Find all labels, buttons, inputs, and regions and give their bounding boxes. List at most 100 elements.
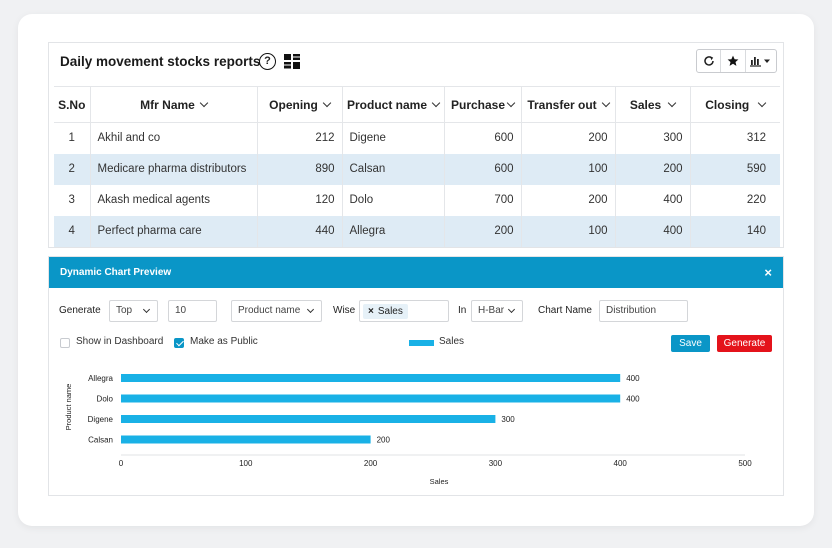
cell-closing: 312 bbox=[746, 132, 766, 145]
cell-mfr-name: Medicare pharma distributors bbox=[90, 153, 258, 185]
field-select[interactable]: Product name bbox=[231, 300, 322, 322]
data-label: 400 bbox=[626, 395, 640, 404]
cell-sno: 4 bbox=[54, 215, 91, 247]
cell-mfr-name: Perfect pharma care bbox=[90, 215, 258, 247]
selected-tag: × Sales bbox=[363, 304, 408, 319]
x-tick-label: 500 bbox=[738, 459, 752, 468]
generate-button[interactable]: Generate bbox=[717, 335, 772, 352]
column-header-mfr-name[interactable]: Mfr Name bbox=[90, 86, 258, 123]
legend-swatch bbox=[409, 340, 434, 346]
chart-name-input[interactable]: Distribution bbox=[599, 300, 688, 322]
cell-sales: 300 bbox=[615, 122, 691, 154]
column-header-sno[interactable]: S.No bbox=[54, 86, 91, 123]
bar bbox=[121, 435, 371, 444]
help-icon[interactable]: ? bbox=[259, 53, 276, 70]
data-label: 300 bbox=[501, 415, 515, 424]
cell-product-name: Calsan bbox=[342, 153, 445, 185]
remove-tag-icon[interactable]: × bbox=[368, 306, 374, 317]
cell-product-name: Digene bbox=[342, 122, 445, 154]
make-public-checkbox[interactable] bbox=[174, 338, 184, 348]
cell-opening: 120 bbox=[257, 184, 343, 216]
preview-title: Dynamic Chart Preview bbox=[60, 267, 172, 278]
generate-label: Generate bbox=[59, 305, 101, 316]
chart-options-row: Show in Dashboard Make as Public Sales S… bbox=[49, 335, 783, 352]
show-dashboard-checkbox[interactable] bbox=[60, 338, 70, 348]
column-header-sales[interactable]: Sales bbox=[615, 86, 691, 123]
cell-closing: 590 bbox=[690, 153, 780, 185]
layout-grid-icon[interactable] bbox=[284, 54, 300, 69]
chart-type-select[interactable]: H-Bar bbox=[471, 300, 523, 322]
wise-multiselect[interactable]: × Sales bbox=[359, 300, 449, 322]
table-row[interactable]: 1 Akhil and co 212 Digene 600 200 300 31… bbox=[54, 122, 780, 154]
y-axis-label: Product name bbox=[64, 384, 73, 431]
y-tick-label: Dolo bbox=[97, 395, 114, 404]
chevron-down-icon bbox=[601, 98, 610, 107]
column-header-product-name[interactable]: Product name bbox=[342, 86, 445, 123]
cell-mfr-name: Akhil and co bbox=[90, 122, 258, 154]
sales-bar-chart: Allegra 400 Dolo 400 Digene 300 Calsan 200 0 100 2… bbox=[64, 374, 752, 486]
refresh-button[interactable] bbox=[697, 50, 721, 72]
chevron-down-icon bbox=[322, 98, 332, 107]
cell-sales: 400 bbox=[615, 215, 691, 247]
table-row[interactable]: 3 Akash medical agents 120 Dolo 700 200 … bbox=[54, 184, 780, 216]
cell-closing: 220 bbox=[746, 194, 766, 206]
stock-report-panel: Daily movement stocks reports ? bbox=[48, 42, 784, 248]
in-label: In bbox=[458, 305, 467, 316]
stock-table: S.No Mfr Name Opening Product name Purch… bbox=[54, 86, 780, 247]
cell-opening: 440 bbox=[257, 215, 343, 247]
x-tick-label: 400 bbox=[614, 459, 628, 468]
cell-sno: 1 bbox=[54, 122, 91, 154]
cell-product-name: Allegra bbox=[342, 215, 445, 247]
top-bottom-select[interactable]: Top bbox=[109, 300, 158, 322]
table-row[interactable]: 2 Medicare pharma distributors 890 Calsa… bbox=[54, 153, 780, 185]
cell-sno: 3 bbox=[54, 184, 91, 216]
y-tick-label: Calsan bbox=[88, 436, 113, 445]
refresh-icon bbox=[703, 56, 714, 66]
legend-label: Sales bbox=[439, 336, 465, 347]
bar bbox=[121, 394, 621, 403]
chevron-down-icon bbox=[758, 98, 767, 107]
bar bbox=[121, 374, 621, 382]
cell-transfer-out: 100 bbox=[521, 153, 616, 185]
cell-product-name: Dolo bbox=[342, 184, 445, 216]
column-header-opening[interactable]: Opening bbox=[257, 86, 343, 123]
chevron-down-icon bbox=[431, 98, 441, 107]
chart-preview-panel: Dynamic Chart Preview × Generate Top 10 … bbox=[48, 256, 784, 496]
column-header-purchase[interactable]: Purchase bbox=[444, 86, 522, 123]
table-row[interactable]: 4 Perfect pharma care 440 Allegra 200 10… bbox=[54, 215, 780, 247]
cell-opening: 890 bbox=[257, 153, 343, 185]
x-tick-label: 100 bbox=[239, 459, 253, 468]
chart-name-label: Chart Name bbox=[538, 305, 592, 316]
chart-menu-button[interactable] bbox=[746, 50, 776, 72]
table-header-row: S.No Mfr Name Opening Product name Purch… bbox=[54, 86, 780, 123]
star-icon bbox=[727, 55, 739, 66]
chevron-down-icon bbox=[667, 98, 677, 107]
x-tick-label: 0 bbox=[119, 459, 124, 468]
x-tick-label: 200 bbox=[364, 459, 378, 468]
column-header-transfer-out[interactable]: Transfer out bbox=[521, 86, 616, 123]
count-input[interactable]: 10 bbox=[168, 300, 217, 322]
save-button[interactable]: Save bbox=[671, 335, 710, 352]
cell-mfr-name: Akash medical agents bbox=[90, 184, 258, 216]
favorite-button[interactable] bbox=[721, 50, 746, 72]
bar bbox=[121, 415, 496, 423]
cell-purchase: 600 bbox=[444, 122, 522, 154]
cell-sales: 200 bbox=[615, 153, 691, 185]
cell-opening: 212 bbox=[257, 122, 343, 154]
cell-sno: 2 bbox=[54, 153, 91, 185]
cell-closing: 140 bbox=[690, 215, 780, 247]
preview-header: Dynamic Chart Preview × bbox=[49, 257, 783, 288]
cell-sales: 400 bbox=[615, 184, 691, 216]
cell-transfer-out: 100 bbox=[521, 215, 616, 247]
report-toolbar bbox=[696, 49, 777, 73]
wise-label: Wise bbox=[333, 305, 356, 316]
data-label: 200 bbox=[377, 436, 391, 445]
y-tick-label: Digene bbox=[88, 415, 114, 424]
chevron-down-icon bbox=[199, 98, 209, 107]
bar-chart-dropdown-icon bbox=[750, 57, 770, 67]
chart-config-row: Generate Top 10 Product name Wise × Sales… bbox=[49, 300, 783, 322]
cell-purchase: 200 bbox=[444, 215, 522, 247]
close-icon[interactable]: × bbox=[764, 265, 772, 280]
data-label: 400 bbox=[626, 374, 640, 383]
column-header-closing[interactable]: Closing bbox=[690, 86, 780, 123]
